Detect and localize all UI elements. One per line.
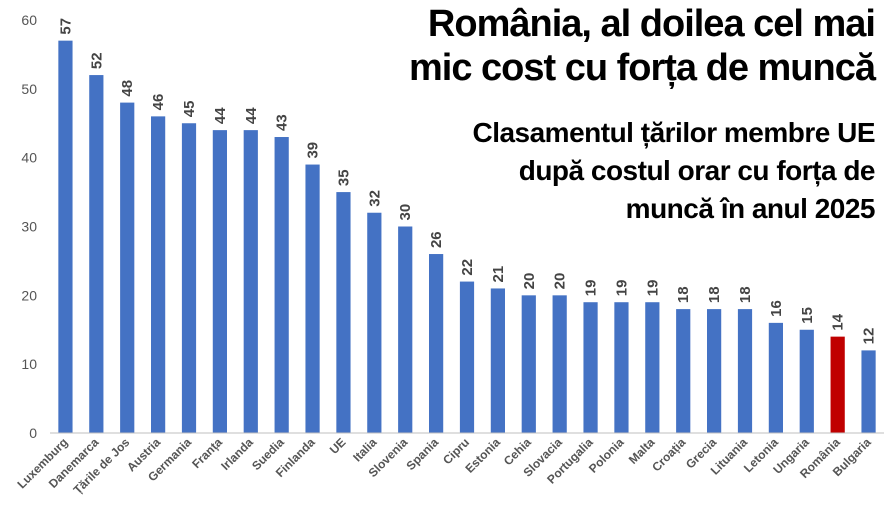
chart-subtitle-line-2: după costul orar cu forța de (518, 155, 876, 186)
bar (181, 123, 197, 433)
data-label: 21 (490, 266, 507, 283)
data-label: 20 (521, 273, 538, 290)
data-label: 39 (305, 142, 322, 159)
x-tick-label: Croația (649, 435, 688, 474)
data-label: 19 (583, 280, 600, 297)
bar (737, 309, 753, 433)
x-tick-label: Irlanda (218, 435, 256, 473)
y-tick-label: 30 (21, 219, 37, 235)
data-label: 45 (181, 101, 198, 118)
bar (336, 192, 351, 433)
bar (799, 329, 814, 433)
data-label: 20 (552, 273, 569, 290)
bar (212, 130, 227, 433)
y-axis: 0 10 20 30 40 50 60 (21, 12, 37, 441)
data-label: 18 (706, 286, 723, 303)
data-label: 48 (119, 80, 136, 97)
y-tick-label: 20 (21, 287, 37, 303)
bar (614, 302, 629, 433)
x-tick-label: Polonia (586, 435, 627, 476)
chart-subtitle-line-3: muncă în anul 2025 (625, 193, 876, 224)
y-tick-label: 0 (29, 425, 37, 441)
bar (830, 336, 845, 433)
chart-title-line-1: România, al doilea cel mai (427, 3, 876, 45)
y-tick-label: 40 (21, 150, 37, 166)
data-label: 32 (366, 190, 383, 207)
data-label: 18 (737, 286, 754, 303)
bar (274, 137, 289, 433)
bar (459, 281, 475, 433)
bar (861, 350, 876, 433)
chart-title: România, al doilea cel mai mic cost cu f… (315, 2, 876, 90)
data-label: 19 (644, 280, 661, 297)
x-tick-label: Estonia (462, 435, 503, 476)
data-label: 52 (88, 52, 105, 69)
chart-subtitle: Clasamentul țărilor membre UE după costu… (395, 114, 875, 228)
bar (367, 212, 382, 433)
data-label: 46 (150, 94, 167, 111)
bar (583, 302, 598, 433)
bar (398, 226, 413, 433)
data-label: 44 (212, 107, 229, 124)
x-tick-label: UE (327, 435, 349, 457)
bar (151, 116, 166, 433)
data-label: 14 (830, 313, 847, 330)
y-tick-label: 10 (21, 356, 37, 372)
data-label: 12 (861, 328, 878, 345)
bar (707, 309, 722, 433)
data-label: 26 (428, 231, 445, 248)
data-label: 22 (459, 259, 476, 276)
data-label: 43 (274, 114, 291, 131)
data-label: 16 (768, 300, 785, 317)
value-labels: 57 52 48 46 45 44 44 43 39 35 32 30 26 22 21 20 20 19 19 19… (57, 18, 877, 344)
data-label: 30 (397, 204, 414, 221)
bar (645, 302, 660, 433)
y-tick-label: 50 (21, 81, 37, 97)
bar (429, 254, 444, 433)
bar (552, 295, 567, 433)
bars (58, 40, 876, 434)
bar (676, 309, 691, 433)
bar (305, 164, 320, 434)
data-label: 57 (57, 18, 74, 35)
bar (58, 40, 73, 434)
bar (768, 322, 783, 433)
data-label: 18 (675, 286, 692, 303)
chart-subtitle-line-1: Clasamentul țărilor membre UE (472, 117, 875, 148)
bar (490, 288, 505, 433)
x-tick-label: Spania (404, 435, 442, 473)
bar (120, 102, 135, 433)
bar (243, 130, 258, 433)
data-label: 15 (799, 307, 816, 324)
chart-title-line-2: mic cost cu forța de muncă (408, 47, 876, 89)
bar (89, 75, 104, 434)
data-label: 35 (335, 169, 352, 186)
bar (521, 295, 536, 433)
data-label: 19 (613, 280, 630, 297)
data-label: 44 (243, 107, 260, 124)
y-tick-label: 60 (21, 12, 37, 28)
